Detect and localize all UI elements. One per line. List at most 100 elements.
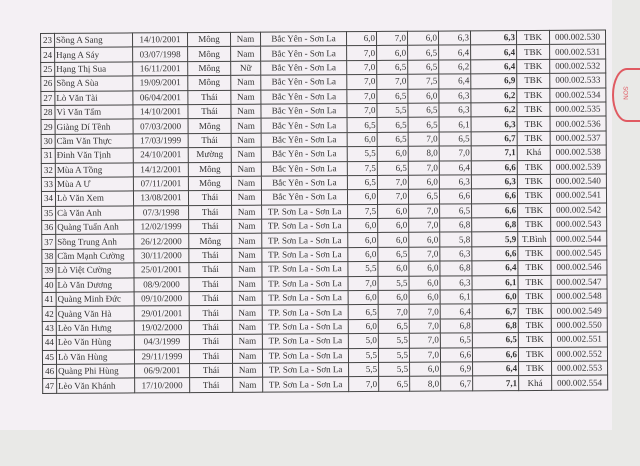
certificate-number: 000.002.549 bbox=[551, 303, 608, 319]
ethnicity: Thái bbox=[189, 348, 233, 364]
score-3: 7,0 bbox=[408, 203, 440, 219]
score-1: 7,0 bbox=[346, 103, 378, 118]
row-number: 31 bbox=[41, 148, 56, 164]
gender: Nam bbox=[232, 334, 263, 349]
score-4: 6,1 bbox=[440, 289, 473, 305]
average-score: 6,9 bbox=[470, 73, 517, 89]
gender: Nam bbox=[231, 248, 262, 263]
gender: Nam bbox=[230, 104, 262, 119]
gender: Nam bbox=[232, 291, 263, 306]
row-number: 27 bbox=[40, 90, 55, 106]
certificate-number: 000.002.542 bbox=[550, 202, 607, 218]
average-score: 6,6 bbox=[471, 203, 518, 218]
average-score: 6,7 bbox=[472, 304, 519, 319]
birth-date: 25/01/2001 bbox=[133, 262, 189, 278]
certificate-number: 000.002.553 bbox=[551, 361, 608, 376]
ethnicity: Mông bbox=[188, 176, 232, 191]
address: Bắc Yên - Sơn La bbox=[261, 117, 348, 133]
birth-date: 17/10/2000 bbox=[134, 377, 190, 393]
ethnicity: Thái bbox=[188, 248, 232, 263]
score-1: 5,5 bbox=[347, 261, 378, 277]
birth-date: 07/3/1998 bbox=[133, 205, 189, 221]
gender: Nam bbox=[231, 176, 262, 191]
score-4: 6,8 bbox=[439, 217, 472, 233]
birth-date: 19/09/2001 bbox=[132, 75, 188, 91]
row-number: 34 bbox=[41, 191, 56, 207]
ethnicity: Mông bbox=[187, 32, 231, 47]
score-2: 7,0 bbox=[378, 304, 410, 320]
address: Bắc Yên - Sơn La bbox=[261, 132, 348, 148]
score-2: 6,0 bbox=[377, 261, 409, 277]
certificate-number: 000.002.551 bbox=[551, 332, 608, 347]
rating: TBK bbox=[516, 30, 550, 45]
score-2: 5,5 bbox=[376, 103, 409, 118]
score-2: 5,5 bbox=[377, 275, 410, 291]
score-1: 7,0 bbox=[348, 376, 379, 392]
rating: TBK bbox=[517, 159, 551, 175]
table-row: 47 Lèo Văn Khánh 17/10/2000 Thái Nam TP. Sơn … bbox=[42, 375, 608, 394]
average-score: 6,7 bbox=[471, 131, 518, 146]
address: TP. Sơn La - Sơn La bbox=[261, 204, 348, 220]
score-4: 6,2 bbox=[438, 59, 471, 75]
gender: Nam bbox=[232, 319, 263, 335]
average-score: 6,3 bbox=[471, 116, 518, 132]
student-name: Sồng Trung Anh bbox=[55, 234, 134, 250]
certificate-number: 000.002.546 bbox=[550, 260, 607, 276]
gender: Nam bbox=[231, 262, 262, 277]
score-3: 8,0 bbox=[408, 146, 440, 161]
gender: Nam bbox=[231, 147, 262, 162]
row-number: 29 bbox=[41, 119, 56, 135]
score-3: 7,0 bbox=[409, 333, 441, 348]
certificate-number: 000.002.531 bbox=[549, 44, 606, 60]
birth-date: 07/03/2000 bbox=[133, 118, 189, 134]
ethnicity: Mông bbox=[188, 233, 232, 249]
student-name: Quàng Phi Hùng bbox=[56, 363, 135, 379]
birth-date: 16/11/2001 bbox=[132, 61, 188, 77]
row-number: 41 bbox=[42, 292, 57, 307]
score-3: 6,0 bbox=[408, 232, 440, 248]
ethnicity: Mông bbox=[187, 46, 231, 62]
score-1: 7,0 bbox=[346, 89, 377, 104]
student-name: Hạng A Sáy bbox=[54, 47, 133, 63]
rating: TBK bbox=[517, 131, 551, 146]
score-3: 6,0 bbox=[409, 362, 441, 377]
score-3: 6,0 bbox=[407, 31, 439, 46]
student-name: Cầm Văn Thực bbox=[55, 133, 134, 149]
score-4: 5,8 bbox=[439, 232, 472, 247]
student-name: Sồng A Sang bbox=[54, 32, 133, 48]
student-name: Lò Văn Tài bbox=[54, 90, 133, 106]
rating: T.Bình bbox=[517, 231, 551, 247]
certificate-number: 000.002.534 bbox=[549, 87, 606, 103]
average-score: 6,3 bbox=[471, 174, 518, 190]
birth-date: 08/9/2000 bbox=[133, 277, 190, 292]
row-number: 40 bbox=[41, 278, 57, 293]
row-number: 35 bbox=[41, 206, 56, 221]
score-1: 7,5 bbox=[347, 160, 378, 176]
score-1: 7,0 bbox=[346, 60, 377, 75]
address: Bắc Yên - Sơn La bbox=[260, 60, 347, 76]
row-number: 39 bbox=[41, 263, 56, 279]
ethnicity: Thái bbox=[188, 219, 232, 235]
student-name: Lò Việt Cường bbox=[55, 263, 134, 279]
row-number: 37 bbox=[41, 234, 56, 250]
score-4: 6,4 bbox=[440, 304, 473, 319]
birth-date: 06/04/2001 bbox=[132, 90, 188, 105]
address: Bắc Yên - Sơn La bbox=[260, 31, 347, 47]
birth-date: 04/3/1999 bbox=[134, 334, 190, 350]
ethnicity: Mường bbox=[188, 147, 232, 163]
average-score: 7,1 bbox=[471, 145, 518, 161]
average-score: 6,4 bbox=[470, 59, 517, 75]
score-4: 6,3 bbox=[439, 275, 473, 291]
rating: TBK bbox=[516, 102, 551, 117]
score-1: 5,0 bbox=[348, 333, 379, 349]
student-name: Hạng Thị Sua bbox=[54, 61, 133, 77]
gender: Nữ bbox=[230, 60, 261, 76]
row-number: 33 bbox=[41, 177, 56, 192]
rating: TBK bbox=[517, 217, 551, 233]
average-score: 6,6 bbox=[471, 188, 518, 204]
results-table: 23 Sồng A Sang 14/10/2001 Mông Nam Bắc Yên - … bbox=[40, 30, 608, 394]
score-2: 7,0 bbox=[377, 175, 409, 190]
birth-date: 09/10/2000 bbox=[134, 291, 190, 307]
rating: TBK bbox=[517, 260, 551, 276]
average-score: 6,8 bbox=[472, 318, 519, 334]
